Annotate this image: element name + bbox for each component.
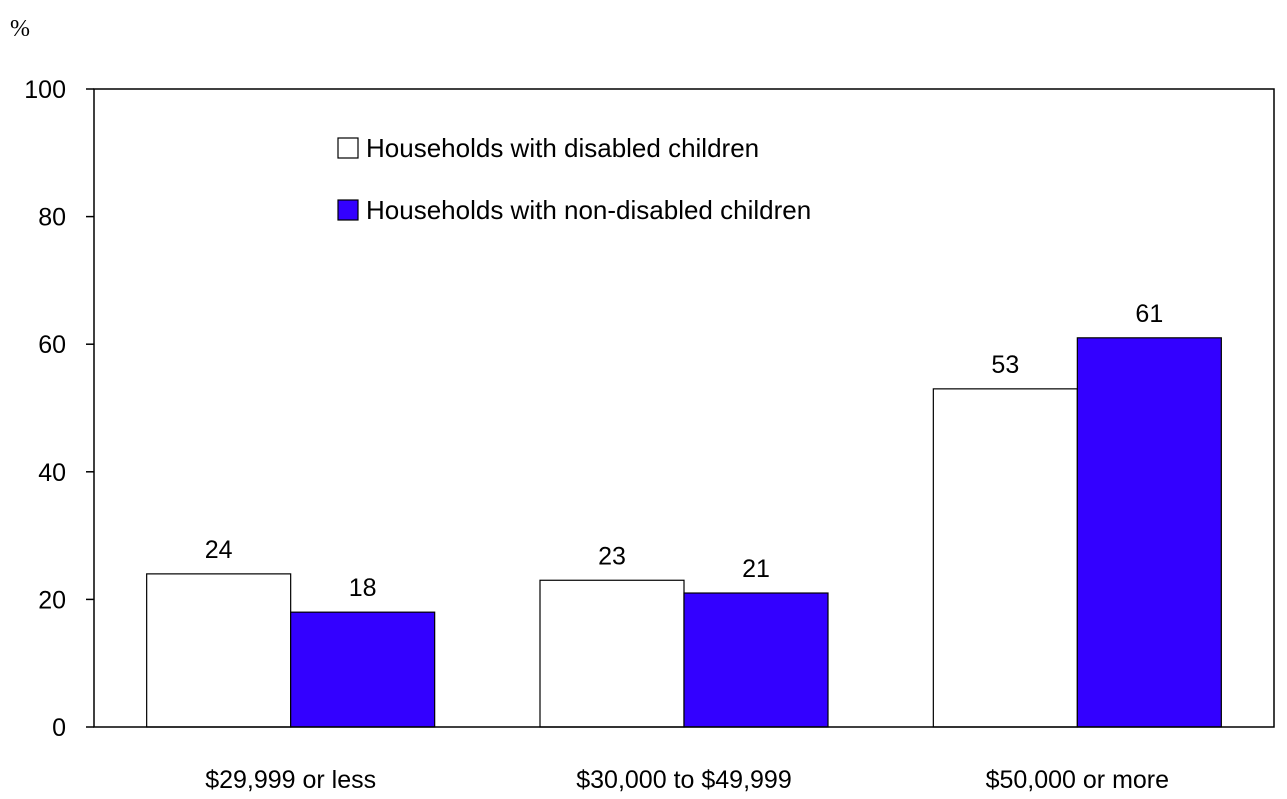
legend-swatch-disabled <box>337 137 359 159</box>
legend-swatch-non-disabled <box>337 199 359 221</box>
x-tick-label: $29,999 or less <box>205 766 376 794</box>
x-tick-label: $30,000 to $49,999 <box>576 766 791 794</box>
data-label: 18 <box>349 574 377 602</box>
y-tick-label: 80 <box>38 204 66 232</box>
bar <box>146 573 292 728</box>
y-tick-label: 40 <box>38 459 66 487</box>
bar <box>1076 337 1222 728</box>
data-label: 21 <box>742 555 770 583</box>
y-axis-ticks: 0 20 40 60 80 100 <box>24 76 94 742</box>
data-label: 23 <box>598 542 626 570</box>
y-tick-label: 100 <box>24 76 66 104</box>
data-label: 24 <box>205 536 233 564</box>
plot-frame <box>93 88 1275 728</box>
x-axis-labels: $29,999 or less $30,000 to $49,999 $50,000… <box>205 766 1169 794</box>
data-label: 53 <box>991 351 1019 379</box>
bar <box>539 579 685 728</box>
y-tick-label: 60 <box>38 331 66 359</box>
bar <box>932 388 1078 728</box>
y-tick-label: 0 <box>52 714 66 742</box>
legend: Households with disabled children Househ… <box>337 133 811 225</box>
legend-label-non-disabled: Households with non-disabled children <box>366 195 811 225</box>
data-label: 61 <box>1135 300 1163 328</box>
legend-label-disabled: Households with disabled children <box>366 133 759 163</box>
x-tick-label: $50,000 or more <box>986 766 1169 794</box>
y-tick-label: 20 <box>38 586 66 614</box>
bar <box>290 611 436 728</box>
bars: 24 18 23 21 53 61 <box>146 300 1222 728</box>
y-unit-label: % <box>10 16 30 42</box>
bar <box>683 592 829 728</box>
